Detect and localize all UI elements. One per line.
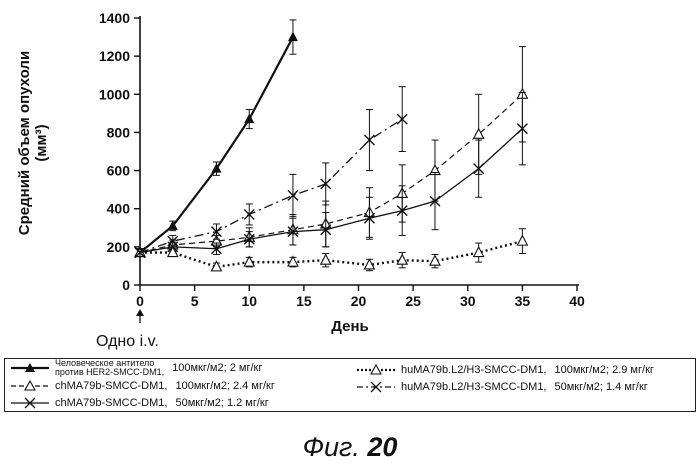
dose-arrow-head bbox=[136, 309, 144, 316]
x-tick-label-1: 5 bbox=[191, 293, 199, 309]
dose-annotation: Одно i.v. bbox=[96, 333, 159, 351]
plot-area: 0 200 400 600 800 1000 1200 1400 0 5 10 15 20 25 30 35 4… bbox=[0, 0, 700, 360]
legend-label-2: chMA79b-SMCC-DM1, bbox=[55, 380, 167, 392]
series-4-line bbox=[140, 119, 402, 253]
legend-swatch-1 bbox=[9, 361, 51, 375]
x-tick-label-4: 20 bbox=[351, 293, 367, 309]
y-tick-label-0: 0 bbox=[122, 277, 130, 293]
y-tick-label-7: 1400 bbox=[99, 10, 130, 26]
caption-number: 20 bbox=[367, 432, 397, 462]
legend-item-3: chMA79b-SMCC-DM1, 50мкг/м2; 1.2 мг/кг bbox=[9, 395, 269, 411]
y-tick-label-1: 200 bbox=[107, 239, 131, 255]
y-tick-label-5: 1000 bbox=[99, 86, 130, 102]
legend-item-2: chMA79b-SMCC-DM1, 100мкг/м2; 2.4 мг/кг bbox=[9, 378, 275, 394]
legend-swatch-5 bbox=[355, 380, 397, 394]
x-axis-label: День bbox=[310, 318, 390, 335]
series-3-point bbox=[397, 255, 407, 265]
caption-prefix: Фиг. bbox=[303, 432, 368, 462]
legend-label-4: huMA79b.L2/H3-SMCC-DM1, bbox=[401, 364, 547, 376]
y-tick-label-4: 800 bbox=[107, 124, 131, 140]
y-tick-label-3: 600 bbox=[107, 163, 131, 179]
legend-label-1-line2: против HER2-SMCC-DM1, bbox=[55, 367, 164, 377]
x-tick-label-7: 35 bbox=[515, 293, 531, 309]
legend-swatch-4 bbox=[355, 363, 397, 377]
legend-swatch-3 bbox=[9, 396, 51, 410]
x-tick-label-8: 40 bbox=[569, 293, 585, 309]
series-3-point bbox=[288, 257, 298, 267]
y-axis-label: Средний объем опухоли (мм³) bbox=[16, 43, 36, 243]
series-2-line bbox=[140, 129, 522, 253]
legend-item-1: Человеческое антитело против HER2-SMCC-D… bbox=[9, 360, 262, 376]
legend-dose-4: 100мкг/м2; 2.9 мг/кг bbox=[555, 364, 654, 376]
series-0-line bbox=[140, 37, 293, 253]
legend-label-5: huMA79b.L2/H3-SMCC-DM1, bbox=[401, 381, 547, 393]
legend-label-1: Человеческое антитело против HER2-SMCC-D… bbox=[55, 359, 164, 377]
figure-caption: Фиг. 20 bbox=[0, 432, 700, 463]
y-tick-label-6: 1200 bbox=[99, 48, 130, 64]
x-tick-label-5: 25 bbox=[405, 293, 421, 309]
legend-item-5: huMA79b.L2/H3-SMCC-DM1, 50мкг/м2; 1.4 мг… bbox=[355, 379, 648, 395]
legend-item-4: huMA79b.L2/H3-SMCC-DM1, 100мкг/м2; 2.9 м… bbox=[355, 362, 654, 378]
legend-dose-1: 100мкг/м2; 2 мг/кг bbox=[172, 362, 262, 374]
x-tick-label-0: 0 bbox=[136, 293, 144, 309]
x-tick-label-3: 15 bbox=[296, 293, 312, 309]
series-1-point bbox=[474, 129, 484, 139]
x-tick-label-2: 10 bbox=[241, 293, 257, 309]
legend-swatch-2 bbox=[9, 379, 51, 393]
legend-dose-5: 50мкг/м2; 1.4 мг/кг bbox=[555, 381, 648, 393]
series-0-point bbox=[244, 114, 254, 124]
legend-label-3: chMA79b-SMCC-DM1, bbox=[55, 397, 167, 409]
legend-dose-3: 50мкг/м2; 1.2 мг/кг bbox=[175, 397, 268, 409]
series-3-line bbox=[140, 241, 522, 267]
x-tick-label-6: 30 bbox=[460, 293, 476, 309]
series-0-point bbox=[288, 32, 298, 42]
series-3-point bbox=[517, 236, 527, 246]
y-tick-label-2: 400 bbox=[107, 201, 131, 217]
legend-dose-2: 100мкг/м2; 2.4 мг/кг bbox=[175, 380, 274, 392]
legend: Человеческое антитело против HER2-SMCC-D… bbox=[4, 358, 696, 412]
